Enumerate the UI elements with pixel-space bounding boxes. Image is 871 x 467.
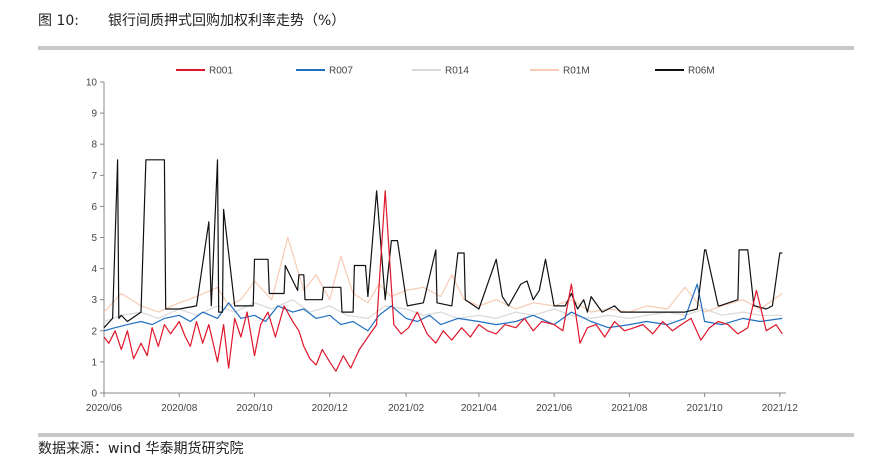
y-tick-label: 3 (91, 295, 97, 306)
y-tick-label: 9 (91, 109, 97, 120)
y-tick-label: 2 (91, 326, 97, 337)
legend-label-r01m: R01M (563, 66, 590, 77)
series-line-r001 (103, 190, 783, 372)
y-tick-label: 10 (86, 78, 98, 89)
x-tick-label: 2021/10 (687, 403, 724, 414)
series-line-r06m (103, 159, 783, 329)
y-tick-label: 4 (91, 264, 97, 275)
legend-label-r007: R007 (329, 66, 353, 77)
x-tick-label: 2020/10 (236, 403, 273, 414)
series-line-r007 (103, 283, 783, 332)
figure-title-text: 银行间质押式回购加权利率走势（%） (108, 13, 346, 29)
y-tick-label: 8 (91, 140, 97, 151)
legend-label-r001: R001 (209, 66, 233, 77)
plot-area (103, 159, 783, 372)
figure-label: 图 10: (38, 13, 79, 29)
y-tick-label: 1 (91, 357, 97, 368)
series-line-r01m (103, 236, 783, 313)
y-tick-label: 6 (91, 202, 97, 213)
x-tick-label: 2020/08 (161, 403, 198, 414)
legend-label-r06m: R06M (688, 66, 715, 77)
x-tick-label: 2021/04 (461, 403, 498, 414)
y-axis: 0 1 2 3 4 5 6 7 8 9 10 (86, 78, 105, 400)
x-tick-label: 2021/06 (536, 403, 573, 414)
y-tick-label: 0 (91, 389, 97, 400)
bottom-rule (38, 433, 854, 437)
legend-label-r014: R014 (445, 66, 469, 77)
series-line-r014 (103, 299, 783, 323)
x-tick-label: 2020/06 (86, 403, 123, 414)
legend: R001 R007 R014 R01M R06M (176, 66, 715, 77)
x-tick-label: 2021/08 (611, 403, 648, 414)
x-tick-label: 2021/12 (762, 403, 799, 414)
x-axis: 2020/06 2020/08 2020/10 2020/12 2021/02 2021/… (86, 392, 799, 414)
x-tick-label: 2020/12 (312, 403, 349, 414)
y-tick-label: 5 (91, 233, 97, 244)
top-rule (38, 46, 854, 50)
x-tick-label: 2021/02 (388, 403, 425, 414)
data-source: 数据来源：wind 华泰期货研究院 (38, 441, 244, 457)
y-tick-label: 7 (91, 171, 97, 182)
figure-title: 图 10: 银行间质押式回购加权利率走势（%） (38, 10, 345, 30)
